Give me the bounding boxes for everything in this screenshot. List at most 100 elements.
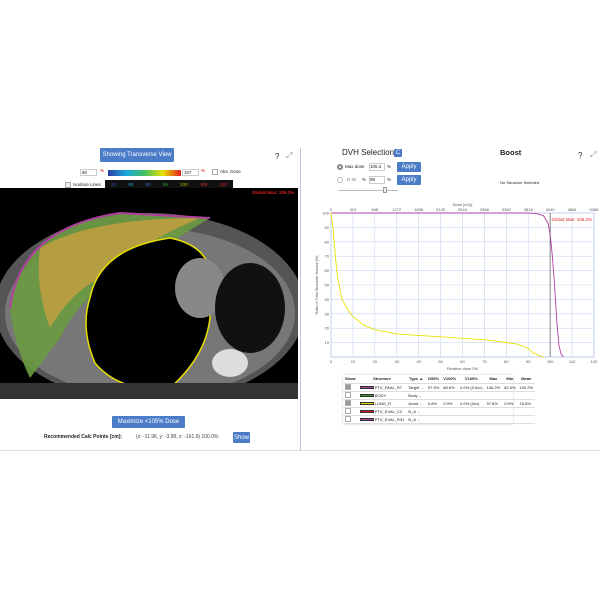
type-value: N_A (408, 416, 416, 422)
chevron-down-icon: ⌄ (416, 416, 421, 422)
type-select[interactable]: Target ⌄ (406, 383, 426, 392)
colorbar-max-input[interactable]: 107 (182, 169, 199, 176)
dvh-selection-title: DVH Selection (342, 148, 395, 157)
column-header[interactable]: Show (343, 375, 358, 384)
x-tick-label: 50 (438, 359, 443, 364)
column-header[interactable]: V100% (441, 375, 459, 384)
type-select[interactable]: Body ⌄ (406, 391, 426, 400)
show-cell[interactable] (343, 383, 358, 392)
v105-cell (458, 415, 485, 424)
bottom-divider (0, 450, 600, 451)
table-row[interactable]: PTV_EVAL_R31 N_A ⌄ (343, 415, 536, 424)
column-header[interactable]: D95% (425, 375, 442, 384)
x2-tick-label: 848 (371, 207, 378, 212)
table-row[interactable]: LUNG_R Avoid ⌄ 0.8% 0.0% 0.0% (0cc) 97.8% 0.5… (343, 399, 536, 408)
calc-points-value: (x: -11.96, y: -3.98, z: -161.9) 100.0% (136, 434, 219, 440)
show-checkbox[interactable] (345, 392, 351, 398)
dose-volume-input[interactable]: 88 (369, 176, 385, 184)
type-select[interactable]: N_A ⌄ (406, 415, 426, 424)
table-row[interactable]: PTV_PAAL_R7 Target ⌄ 97.5% 88.6% 0.0% (0.0c… (343, 383, 536, 392)
structure-cell: PTV_EVAL_R31 (357, 415, 407, 424)
expand-icon-right[interactable]: ⤢ (590, 150, 597, 159)
max-dose-unit: % (387, 164, 392, 169)
help-icon-right[interactable]: ? (578, 151, 583, 160)
isodose-level[interactable]: 95 (162, 182, 168, 187)
column-header[interactable]: Max (484, 375, 503, 384)
table-row[interactable]: PTV_EVAL_C2 N_A ⌄ (343, 407, 536, 416)
column-header[interactable]: Mean (517, 375, 536, 384)
show-cell[interactable] (343, 407, 358, 416)
dvh-selection-toggle[interactable]: C (394, 149, 402, 157)
mean-cell (517, 391, 536, 400)
showing-transverse-view-button[interactable]: Showing Transverse View (100, 148, 174, 162)
v105-cell: 0.0% (0.0cc) (458, 383, 485, 392)
chevron-down-icon: ⌄ (420, 384, 424, 390)
max-cell (484, 407, 503, 416)
isodose-level[interactable]: 100 (180, 182, 188, 187)
isodose-level[interactable]: 90 (145, 182, 151, 187)
mean-cell (517, 407, 536, 416)
show-checkbox[interactable] (345, 400, 351, 406)
table-row[interactable]: BODY Body ⌄ (343, 391, 536, 400)
x-tick-label: 10 (351, 359, 356, 364)
isodose-level[interactable]: 80 (111, 182, 117, 187)
structure-name: BODY (374, 392, 387, 398)
panel-divider (300, 148, 301, 451)
x-tick-label: 70 (482, 359, 487, 364)
maximize-dose-button[interactable]: Maximize <105% Dose (112, 416, 185, 428)
max-cell (484, 415, 503, 424)
ct-image-viewer[interactable]: Global Max: 106.2% (0, 188, 298, 399)
isodose-checkbox[interactable] (65, 181, 71, 188)
dose-volume-radio[interactable] (337, 177, 343, 183)
column-header[interactable]: Min (502, 375, 518, 384)
show-checkbox[interactable] (345, 384, 351, 390)
show-checkbox[interactable] (345, 416, 351, 422)
help-icon[interactable]: ? (275, 152, 280, 161)
x-tick-label: 0 (330, 359, 333, 364)
calc-points-label: Recommended Calc Points [cm]: (44, 434, 123, 440)
apply-max-dose-button[interactable]: Apply (397, 162, 421, 172)
structure-cell: PTV_EVAL_C2 (357, 407, 407, 416)
x2-tick-label: 1696 (414, 207, 424, 212)
v105-cell (458, 391, 485, 400)
column-header[interactable]: Structure (357, 375, 407, 384)
x2-axis-label: Dose [cGy] (453, 202, 473, 207)
abs-dose-checkbox[interactable] (212, 169, 218, 175)
isodose-level[interactable]: 105 (199, 182, 208, 187)
expand-icon[interactable]: ⤢ (286, 151, 293, 160)
type-select[interactable]: Avoid ⌄ (406, 399, 426, 408)
v100-cell (441, 415, 459, 424)
colorbar (108, 170, 181, 176)
show-cell[interactable] (343, 391, 358, 400)
dose-slider-track[interactable] (338, 190, 398, 191)
column-header[interactable]: Type ▲ (406, 375, 426, 384)
structure-name: PTV_PAAL_R7 (374, 384, 403, 390)
type-value: N_A (408, 408, 416, 414)
v100-cell (441, 407, 459, 416)
show-calc-point-button[interactable]: Show (233, 432, 250, 443)
apply-dose-volume-button[interactable]: Apply (397, 175, 421, 185)
structure-table: Show Structure Type ▲ D95% V100% V105% Max Min M… (343, 375, 536, 424)
max-dose-input[interactable]: 105.3 (369, 163, 385, 171)
show-cell[interactable] (343, 399, 358, 408)
dose-slider-handle[interactable] (383, 187, 387, 193)
colorbar-min-input[interactable]: 80 (80, 169, 97, 176)
type-select[interactable]: N_A ⌄ (406, 407, 426, 416)
max-dose-radio[interactable] (337, 164, 343, 170)
isodose-lines-toggle[interactable]: Isodose Lines (63, 180, 105, 189)
y-tick-label: 30 (325, 311, 330, 316)
v100-cell: 88.6% (441, 383, 459, 392)
dose-volume-unit: % (362, 177, 367, 182)
colorbar-max-unit: % (201, 168, 206, 173)
isodose-level[interactable]: 85 (128, 182, 134, 187)
x2-tick-label: 424 (350, 207, 357, 212)
x2-tick-label: 2968 (480, 207, 490, 212)
show-cell[interactable] (343, 415, 358, 424)
isodose-level[interactable]: 110 (219, 182, 227, 187)
show-checkbox[interactable] (345, 408, 351, 414)
column-header[interactable]: V105% (458, 375, 485, 384)
d95-cell (425, 407, 442, 416)
x-tick-label: 110 (569, 359, 576, 364)
y-tick-label: 70 (325, 254, 330, 259)
structure-cell: PTV_PAAL_R7 (357, 383, 407, 392)
